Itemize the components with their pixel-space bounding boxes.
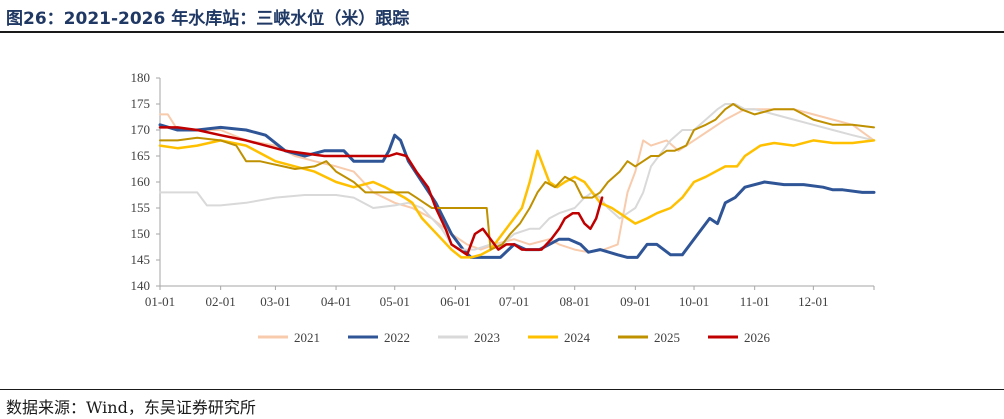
y-tick-label: 145 (131, 252, 151, 267)
y-tick-label: 170 (131, 122, 151, 137)
x-tick-label: 11-01 (740, 294, 770, 309)
legend-label-2023: 2023 (474, 330, 500, 345)
x-tick-label: 01-01 (145, 294, 175, 309)
x-tick-label: 03-01 (260, 294, 290, 309)
x-tick-label: 12-01 (798, 294, 828, 309)
line-chart: 140 145 150 155 160 165 170 175 180 01-01 02-01 03-… (131, 70, 876, 345)
legend-label-2025: 2025 (654, 330, 680, 345)
chart-axes: 140 145 150 155 160 165 170 175 180 01-01 02-01 03-… (131, 70, 875, 309)
series-line-2025 (159, 103, 875, 251)
top-rule (0, 31, 1004, 33)
y-tick-label: 180 (131, 70, 151, 85)
series-line-2021 (159, 108, 875, 254)
bottom-rule (0, 389, 1004, 390)
x-tick-label: 07-01 (499, 294, 529, 309)
x-tick-label: 10-01 (679, 294, 709, 309)
legend-label-2024: 2024 (564, 330, 591, 345)
chart-legend: 2021 2022 2023 2024 2025 2026 (258, 330, 771, 345)
x-tick-label: 04-01 (321, 294, 351, 309)
x-tick-label: 06-01 (440, 294, 470, 309)
legend-label-2022: 2022 (384, 330, 410, 345)
x-tick-label: 08-01 (560, 294, 590, 309)
series-line-2022 (158, 123, 876, 259)
legend-label-2021: 2021 (294, 330, 320, 345)
x-tick-label: 09-01 (620, 294, 650, 309)
y-tick-label: 155 (131, 200, 151, 215)
x-tick-label: 05-01 (380, 294, 410, 309)
legend-label-2026: 2026 (744, 330, 771, 345)
series-line-2024 (158, 139, 876, 259)
series-line-2026 (158, 126, 604, 257)
y-tick-label: 160 (131, 174, 151, 189)
y-tick-label: 165 (131, 148, 151, 163)
y-tick-label: 150 (131, 226, 151, 241)
y-tick-label: 175 (131, 96, 151, 111)
x-tick-label: 02-01 (205, 294, 235, 309)
source-note: 数据来源：Wind，东吴证券研究所 (6, 398, 256, 417)
figure-title: 图26：2021-2026 年水库站：三峡水位（米）跟踪 (6, 9, 410, 29)
series-layer (158, 103, 876, 259)
y-tick-label: 140 (131, 278, 151, 293)
